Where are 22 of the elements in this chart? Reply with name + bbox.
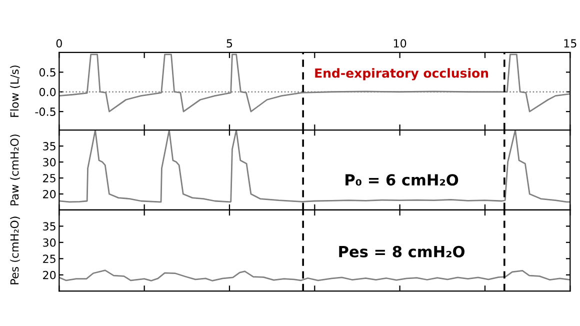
y-tick-label: 0.0 (39, 88, 56, 96)
x-tick-label: 15 (564, 39, 576, 48)
x-tick-label: 5 (226, 39, 232, 48)
x-tick-label: 10 (394, 39, 406, 48)
y-tick-label: 25 (43, 174, 56, 182)
y-axis-title: Paw (cmH₂O) (10, 134, 20, 206)
y-tick-label: 30 (43, 158, 56, 166)
y-axis-title: Pes (cmH₂O) (10, 216, 20, 284)
y-tick-label: -0.5 (35, 108, 56, 116)
y-tick-label: 30 (43, 238, 56, 247)
y-tick-label: 35 (43, 222, 56, 231)
annotation: Pes = 8 cmH₂O (339, 246, 464, 258)
annotation: End-expiratory occlusion (315, 68, 488, 80)
y-tick-label: 20 (43, 190, 56, 198)
y-tick-label: 20 (43, 270, 56, 280)
x-tick-label: 0 (56, 39, 62, 48)
y-tick-label: 0.5 (39, 68, 56, 77)
y-tick-label: 25 (43, 254, 56, 264)
y-axis-title: Flow (L/s) (10, 66, 20, 117)
line-series (59, 270, 570, 282)
y-tick-label: 35 (43, 142, 56, 150)
annotation: P₀ = 6 cmH₂O (346, 174, 458, 186)
